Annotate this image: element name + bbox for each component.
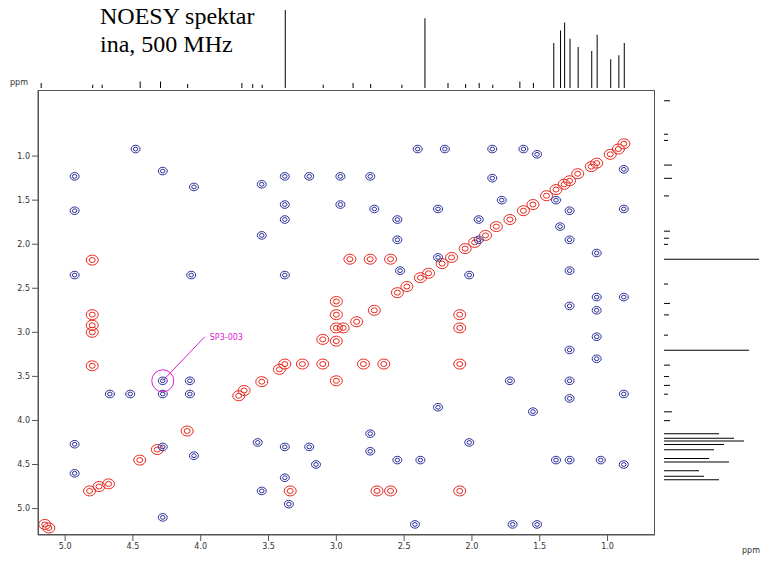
html-text:ppm: ppm: [742, 546, 760, 555]
svg-text:2.5: 2.5: [17, 284, 30, 293]
svg-text:5.0: 5.0: [17, 504, 30, 513]
svg-text:3.0: 3.0: [17, 328, 30, 337]
svg-text:2.5: 2.5: [398, 542, 411, 551]
svg-text:1.0: 1.0: [601, 542, 614, 551]
svg-text:3.0: 3.0: [330, 542, 343, 551]
svg-text:4.5: 4.5: [127, 542, 140, 551]
svg-text:4.5: 4.5: [17, 460, 30, 469]
html-text:ina, 500 MHz: ina, 500 MHz: [100, 31, 233, 57]
html-text:ppm: ppm: [10, 78, 28, 87]
svg-text:1.5: 1.5: [533, 542, 546, 551]
svg-text:1.0: 1.0: [17, 152, 30, 161]
html-text:NOESY spektar: NOESY spektar: [100, 3, 255, 29]
svg-text:5.0: 5.0: [59, 542, 72, 551]
svg-text:4.0: 4.0: [194, 542, 207, 551]
svg-text:3.5: 3.5: [262, 542, 275, 551]
svg-text:4.0: 4.0: [17, 416, 30, 425]
svg-text:3.5: 3.5: [17, 372, 30, 381]
svg-text:SP3-003: SP3-003: [210, 333, 243, 342]
svg-text:2.0: 2.0: [466, 542, 479, 551]
svg-text:1.5: 1.5: [17, 196, 30, 205]
svg-text:2.0: 2.0: [17, 240, 30, 249]
